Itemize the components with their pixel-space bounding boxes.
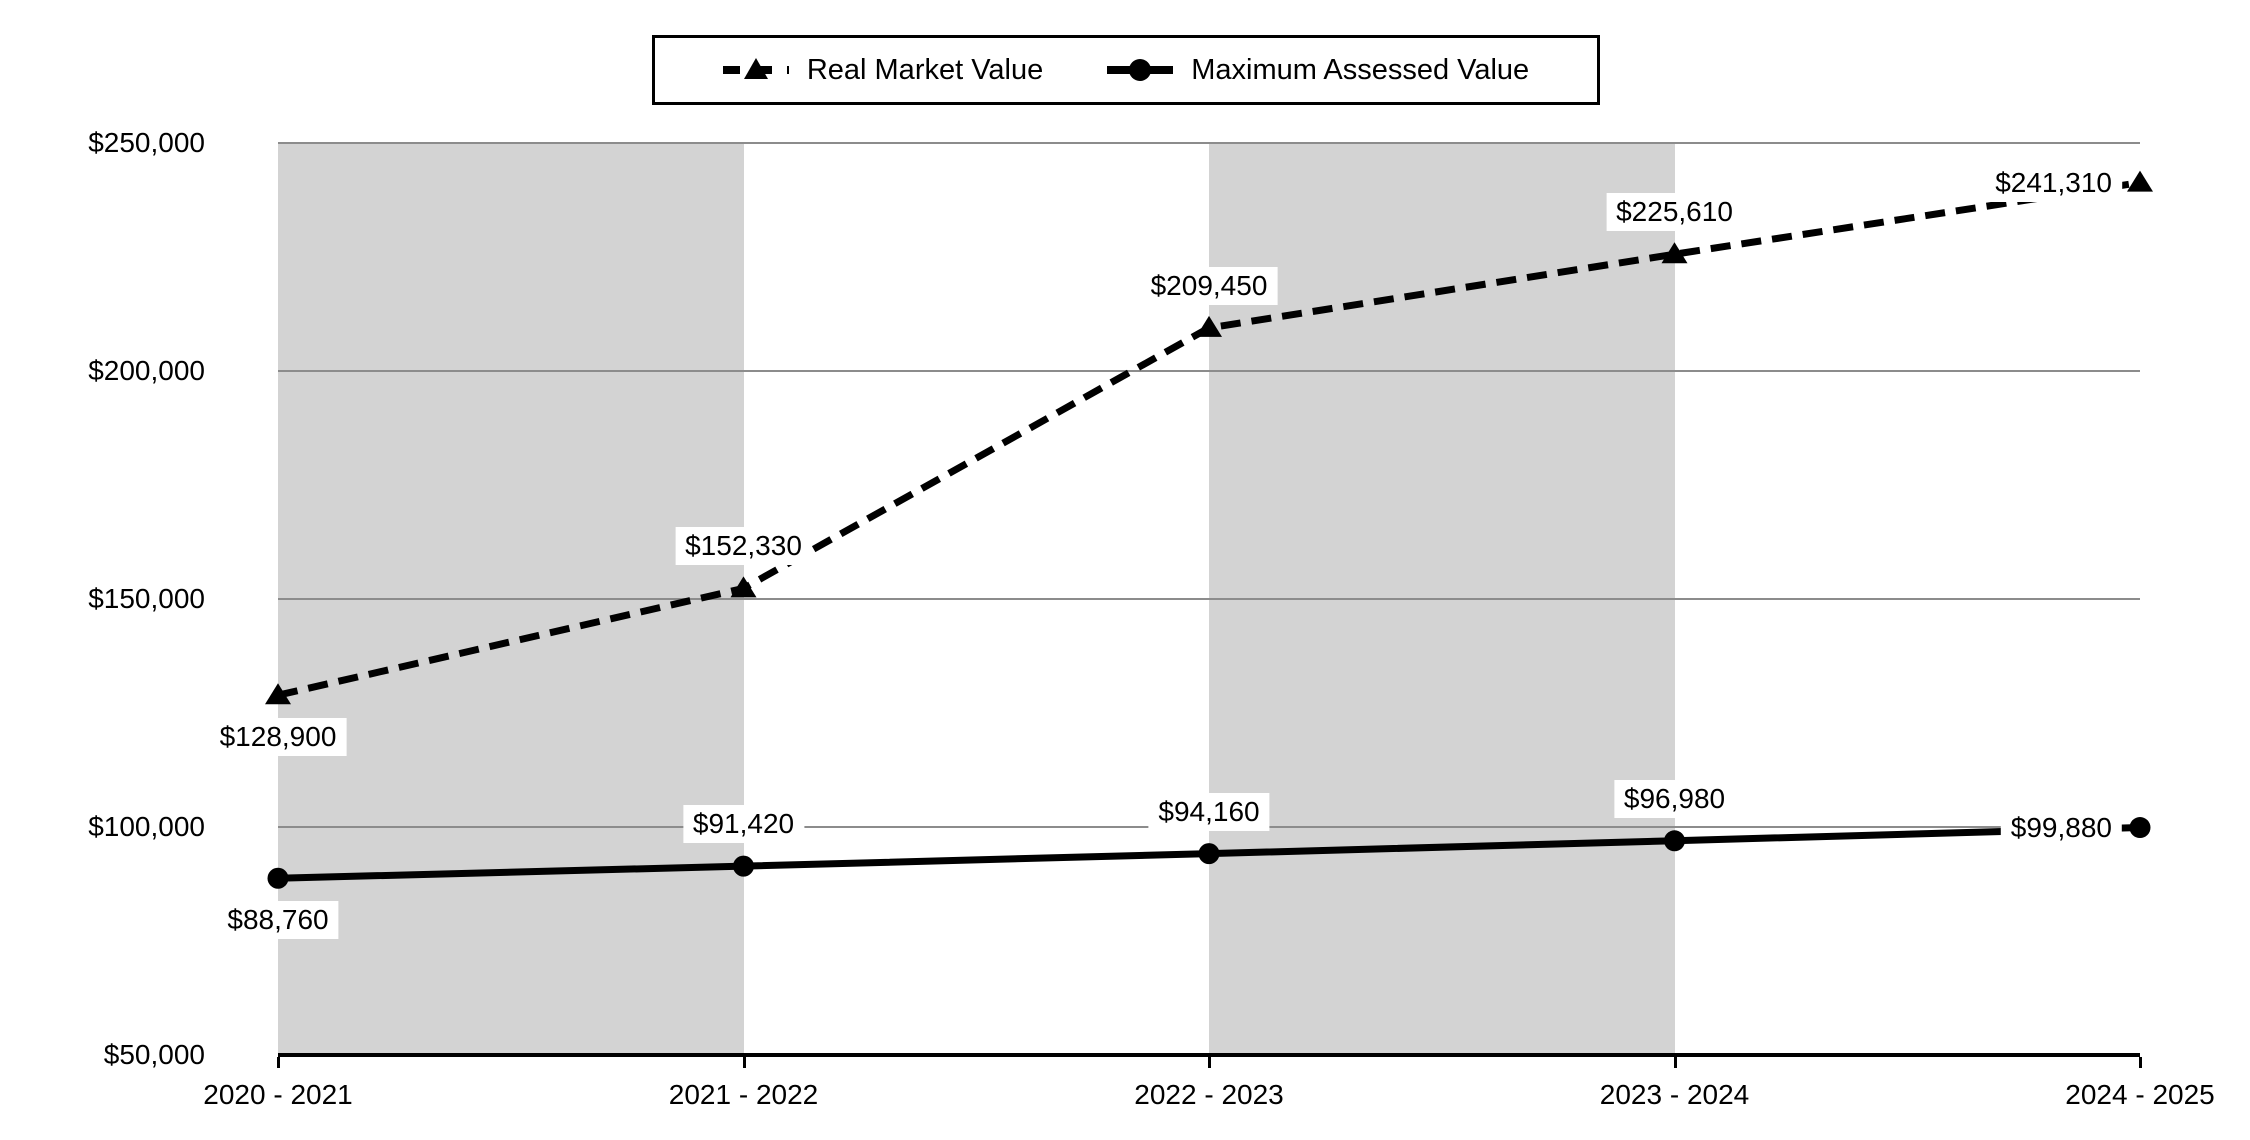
y-axis-tick-label: $100,000 <box>88 811 205 842</box>
series-layer <box>265 170 2153 889</box>
y-axis-tick-label: $200,000 <box>88 355 205 386</box>
data-label: $96,980 <box>1613 779 1736 818</box>
legend-item-real-market-value: Real Market Value <box>722 53 1044 87</box>
circle-data-point-marker <box>733 855 754 877</box>
data-label: $94,160 <box>1148 792 1270 831</box>
data-label: $88,760 <box>217 901 339 940</box>
series-line-triangle <box>277 179 2141 699</box>
gridline <box>278 370 2140 372</box>
data-label: $225,610 <box>1606 193 1743 232</box>
x-axis-category-label: 2021 - 2022 <box>668 1079 819 1110</box>
plot-area: $128,900 $152,330 $209,450 $225,610 $241,310… <box>209 142 2153 1068</box>
x-axis-tick <box>2139 1057 2142 1068</box>
circle-data-point-marker <box>1198 843 1220 865</box>
legend-label: Maximum Assessed Value <box>1191 53 1530 86</box>
data-label: $209,450 <box>1140 266 1278 305</box>
data-label: $241,310 <box>1985 163 2122 202</box>
circle-data-point-marker <box>2129 817 2151 839</box>
data-label: $99,880 <box>2000 808 2122 847</box>
triangle-data-point-marker <box>730 576 757 598</box>
x-axis-tick <box>277 1057 280 1068</box>
x-axis-category-label: 2022 - 2023 <box>1134 1079 1284 1110</box>
legend-item-maximum-assessed-value: Maximum Assessed Value <box>1107 54 1529 87</box>
gridline <box>278 598 2140 600</box>
triangle-data-point-marker <box>2127 170 2153 192</box>
triangle-data-point-marker <box>265 683 291 705</box>
x-axis-tick <box>1208 1057 1211 1068</box>
data-label: $91,420 <box>682 805 805 844</box>
legend-label: Real Market Value <box>806 53 1044 86</box>
x-axis-category-label: 2023 - 2024 <box>1599 1079 1750 1110</box>
y-axis-tick-label: $50,000 <box>103 1039 205 1070</box>
data-label: $152,330 <box>675 527 812 566</box>
dashed-triangle-legend-marker-icon <box>722 55 789 85</box>
legend: Real Market Value Maximum Assessed Value <box>652 35 1600 105</box>
data-label: $128,900 <box>209 718 347 757</box>
y-axis-tick-label: $150,000 <box>88 583 205 614</box>
x-axis-tick <box>742 1057 746 1068</box>
x-axis-category-label: 2024 - 2025 <box>2065 1079 2215 1110</box>
x-axis-category-label: 2020 - 2021 <box>203 1079 353 1110</box>
y-axis-tick-label: $250,000 <box>88 127 205 158</box>
gridline <box>278 142 2140 144</box>
circle-data-point-marker <box>267 867 289 889</box>
solid-circle-legend-marker-icon <box>1107 55 1174 85</box>
x-axis-line <box>278 1053 2140 1057</box>
circle-data-point-marker <box>1664 830 1685 852</box>
triangle-data-point-marker <box>1661 242 1688 264</box>
triangle-data-point-marker <box>1196 315 1222 337</box>
x-axis-tick <box>1673 1057 1677 1068</box>
